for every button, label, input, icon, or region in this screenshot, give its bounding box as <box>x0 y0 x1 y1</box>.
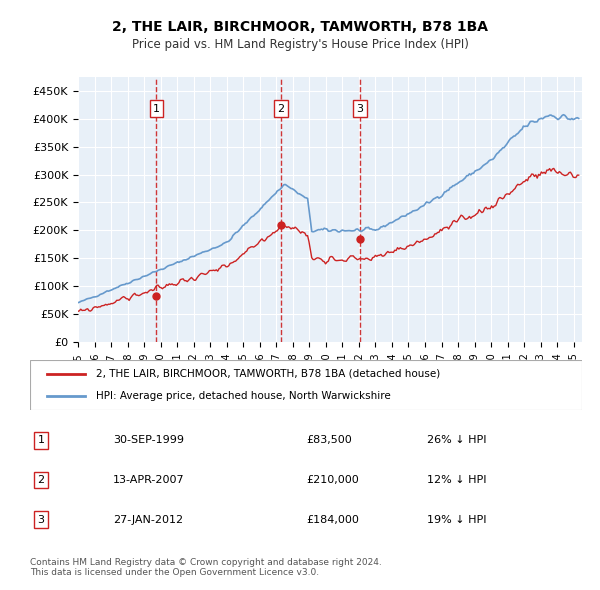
Text: 30-SEP-1999: 30-SEP-1999 <box>113 435 184 445</box>
Text: 2: 2 <box>277 104 284 113</box>
Text: 27-JAN-2012: 27-JAN-2012 <box>113 514 183 525</box>
Text: 3: 3 <box>356 104 364 113</box>
Text: Price paid vs. HM Land Registry's House Price Index (HPI): Price paid vs. HM Land Registry's House … <box>131 38 469 51</box>
Text: 2, THE LAIR, BIRCHMOOR, TAMWORTH, B78 1BA (detached house): 2, THE LAIR, BIRCHMOOR, TAMWORTH, B78 1B… <box>96 369 440 379</box>
Text: 3: 3 <box>38 514 44 525</box>
Text: 2: 2 <box>37 475 44 485</box>
Text: £184,000: £184,000 <box>306 514 359 525</box>
Text: 13-APR-2007: 13-APR-2007 <box>113 475 184 485</box>
Text: 1: 1 <box>38 435 44 445</box>
Text: 2, THE LAIR, BIRCHMOOR, TAMWORTH, B78 1BA: 2, THE LAIR, BIRCHMOOR, TAMWORTH, B78 1B… <box>112 19 488 34</box>
Text: HPI: Average price, detached house, North Warwickshire: HPI: Average price, detached house, Nort… <box>96 391 391 401</box>
Text: 12% ↓ HPI: 12% ↓ HPI <box>427 475 487 485</box>
Text: 26% ↓ HPI: 26% ↓ HPI <box>427 435 487 445</box>
Text: 19% ↓ HPI: 19% ↓ HPI <box>427 514 487 525</box>
Text: £210,000: £210,000 <box>306 475 359 485</box>
Text: 1: 1 <box>153 104 160 113</box>
Text: £83,500: £83,500 <box>306 435 352 445</box>
Text: Contains HM Land Registry data © Crown copyright and database right 2024.
This d: Contains HM Land Registry data © Crown c… <box>30 558 382 577</box>
FancyBboxPatch shape <box>30 360 582 410</box>
